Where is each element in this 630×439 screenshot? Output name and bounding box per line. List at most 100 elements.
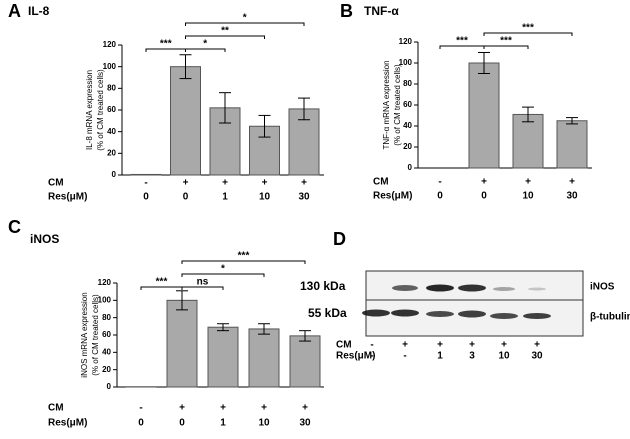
lane-label: 3 [469,351,475,362]
y-tick-label: 40 [102,347,111,356]
x-tick-label: 0 [179,418,185,429]
band [362,309,390,317]
lane-label: + [501,340,507,351]
panel-label: D [333,229,346,249]
cm-label: - [139,403,142,414]
x-tick-label: 30 [298,192,310,203]
lane-label: - [370,340,373,351]
significance-label: ns [197,277,209,288]
significance-label: * [221,264,225,275]
band [523,313,551,319]
y-tick-label: 80 [403,79,412,88]
significance-bracket [483,32,573,36]
cm-label: + [262,178,268,189]
row-label: Res(μM) [48,418,87,429]
bar [512,113,544,169]
cm-label: - [438,177,441,188]
band [391,309,419,317]
cm-label: + [179,403,185,414]
significance-label: * [243,13,247,24]
x-tick-label: 0 [481,191,487,202]
y-tick-label: 0 [107,382,112,391]
y-tick-label: 120 [98,278,112,287]
significance-label: *** [238,251,250,262]
lane-label: - [403,351,406,362]
y-tick-label: 0 [112,170,117,179]
y-tick-label: 80 [102,313,111,322]
band [458,310,486,318]
x-tick-label: 10 [522,191,534,202]
y-tick-label: 0 [408,163,413,172]
x-tick-label: 0 [183,192,189,203]
x-tick-label: 1 [220,418,226,429]
row-label: CM [336,340,352,351]
band [528,287,546,291]
cm-label: + [569,177,575,188]
cm-label: + [301,178,307,189]
y-axis-label: (% of CM treated cells) [96,69,105,151]
y-tick-label: 100 [98,295,112,304]
row-label: CM [373,177,389,188]
y-axis-label: IL-8 mRNA expression [85,70,94,150]
x-tick-label: 10 [259,192,271,203]
x-tick-label: 0 [138,418,144,429]
significance-label: * [203,39,207,50]
lane-label: + [437,340,443,351]
bar [170,66,201,176]
y-tick-label: 60 [102,330,111,339]
y-axis-label: iNOS mRNA expression [80,292,89,377]
significance-bracket [181,273,265,277]
significance-label: *** [500,36,512,47]
significance-bracket [185,22,305,26]
bar [556,120,588,169]
protein-label: iNOS [590,282,615,293]
y-tick-label: 40 [107,127,116,136]
bar [468,62,500,169]
y-axis-label: (% of CM treated cells) [393,64,402,146]
cm-label: + [220,403,226,414]
significance-bracket [185,35,265,39]
bar [166,299,198,388]
y-tick-label: 20 [107,148,116,157]
lane-label: - [370,351,373,362]
panel-label: B [340,1,353,21]
x-tick-label: 30 [299,418,311,429]
significance-bracket [181,286,224,290]
lane-label: + [534,340,540,351]
blot-frame [365,270,584,337]
row-label: CM [48,178,64,189]
y-tick-label: 100 [103,62,117,71]
y-tick-label: 120 [399,37,413,46]
x-tick-label: 0 [437,191,443,202]
cm-label: + [481,177,487,188]
y-tick-label: 80 [107,83,116,92]
significance-label: *** [522,23,534,34]
lane-label: 10 [498,351,510,362]
band [426,284,454,292]
cm-label: + [183,178,189,189]
y-tick-label: 100 [399,58,413,67]
lane-label: + [469,340,475,351]
lane-label: 30 [531,351,543,362]
significance-label: *** [156,277,168,288]
band [493,287,515,291]
row-label: Res(μM) [373,191,412,202]
significance-bracket [181,260,306,264]
x-tick-label: 1 [222,192,228,203]
y-tick-label: 120 [103,40,117,49]
row-label: Res(μM) [336,351,375,362]
y-axis-label: (% of CM treated cells) [91,294,100,376]
row-label: Res(μM) [48,192,87,203]
x-tick-label: 0 [143,192,149,203]
significance-bracket [483,45,529,49]
cm-label: + [302,403,308,414]
lane-label: 1 [437,351,443,362]
x-tick-label: 10 [258,418,270,429]
y-tick-label: 20 [102,365,111,374]
cm-label: + [222,178,228,189]
y-tick-label: 60 [403,100,412,109]
bar [207,326,239,388]
panel-title: TNF-α [364,4,399,18]
panel-title: IL-8 [28,4,50,18]
